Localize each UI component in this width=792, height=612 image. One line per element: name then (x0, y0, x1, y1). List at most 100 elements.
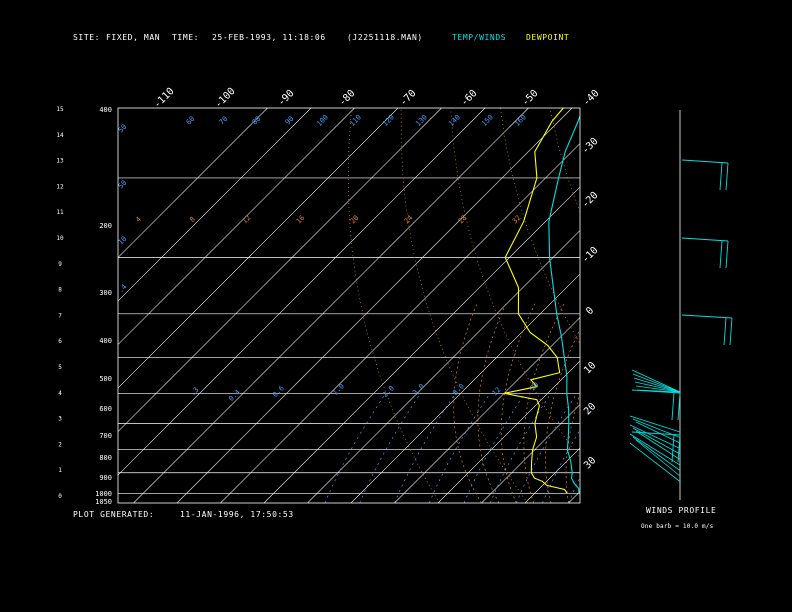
temperature-tick-label: -30 (580, 136, 601, 157)
isotherm-line (656, 108, 792, 503)
temperature-tick-label: -40 (581, 88, 602, 109)
dry-adiabat-line (600, 108, 792, 503)
temperature-tick-label: 0 (584, 305, 596, 317)
theta-label: 80 (251, 115, 263, 127)
theta-e-label: 12 (241, 214, 253, 226)
temperature-tick-label: -20 (580, 190, 601, 211)
mixing-ratio-label: .4 (117, 283, 129, 295)
temperature-tick-label: -10 (580, 245, 601, 266)
mixing-ratio-label: 12 (491, 386, 503, 398)
pressure-tick-label: 600 (99, 405, 112, 413)
dry-adiabat-line (549, 108, 580, 213)
plot-frame (117, 107, 581, 504)
pressure-tick-label: 900 (99, 474, 112, 482)
moist-adiabat-line (523, 303, 565, 503)
temperature-tick-label: -90 (276, 88, 297, 109)
mixing-ratio-line (489, 393, 552, 503)
temperature-tick-label: 20 (582, 401, 598, 417)
height-tick-label: 12 (56, 183, 64, 190)
mixing-ratio-label: 10 (117, 235, 129, 247)
theta-e-label: 16 (295, 214, 307, 226)
height-tick-label: 0 (58, 493, 62, 500)
pressure-tick-label: 400 (99, 337, 112, 345)
temperature-tick-label: -50 (520, 88, 541, 109)
wind-barb-staff (634, 381, 681, 393)
isotherm-line (481, 404, 580, 503)
dry-adiabat-line (699, 108, 792, 503)
theta-label: 100 (315, 113, 330, 128)
mixing-ratio-label: .3 (189, 386, 201, 398)
theta-e-label: 28 (457, 214, 469, 226)
wind-barb-flag (719, 162, 723, 191)
temperature-tick-label: -70 (398, 88, 419, 109)
moist-adiabat-line (545, 328, 580, 503)
theta-e-label: 8 (188, 215, 197, 224)
wind-barb-staff (635, 421, 681, 444)
plot-generated-label: PLOT GENERATED: (73, 510, 155, 519)
pressure-tick-label: 800 (99, 454, 112, 462)
isotherm-line (176, 108, 573, 503)
isotherm-line (133, 108, 529, 503)
wind-barb-staff (635, 439, 681, 477)
wind-barb-staff (629, 415, 681, 433)
wind-barb-flag (671, 392, 675, 421)
height-tick-label: 9 (58, 261, 62, 268)
height-tick-label: 13 (56, 158, 64, 165)
data-layer (504, 108, 580, 494)
time-label: TIME: (172, 33, 200, 42)
isotherm-line (394, 317, 580, 503)
wind-barb-staff (681, 314, 733, 319)
height-tick-label: 5 (58, 364, 62, 371)
isotherm-line (350, 273, 580, 503)
wind-barb-staff (635, 385, 681, 393)
isotherm-line (118, 108, 268, 258)
time-value: 25-FEB-1993, 11:18:06 (212, 33, 326, 42)
wind-barb-staff (629, 442, 681, 482)
wind-barb-flag (729, 317, 733, 346)
pressure-tick-label: 200 (99, 222, 112, 230)
theta-label: 150 (480, 113, 495, 128)
theta-label: 60 (185, 115, 197, 127)
temp-winds-legend: TEMP/WINDS (452, 33, 507, 42)
site-value: FIXED, MAN (106, 33, 161, 42)
theta-e-label: 32 (511, 214, 523, 226)
grid-layer (118, 108, 792, 503)
moist-adiabat-line (565, 393, 580, 503)
dry-adiabat-line (400, 108, 529, 503)
isotherm-line (263, 186, 580, 503)
temperature-tick-label: 30 (582, 455, 598, 471)
isotherm-line (612, 108, 792, 503)
temperature-profile-line (548, 114, 580, 494)
pressure-tick-label: 500 (99, 375, 112, 383)
height-tick-label: 10 (56, 235, 64, 242)
wind-barb-staff (632, 373, 681, 393)
pressure-tick-label: 1000 (95, 490, 112, 498)
mixing-ratio-line (359, 393, 421, 503)
theta-label: 50 (117, 123, 129, 135)
wind-barb-flag (677, 392, 681, 421)
dry-adiabat-line (450, 108, 580, 459)
isotherm-line (118, 108, 355, 345)
theta-label: 110 (348, 113, 363, 128)
wind-barb-flag (725, 162, 729, 191)
dewpoint-profile-line (504, 108, 568, 494)
temperature-tick-label: -60 (459, 88, 480, 109)
theta-e-label: 20 (349, 214, 361, 226)
wind-barb-flag (719, 240, 723, 269)
height-tick-label: 3 (58, 416, 62, 423)
height-tick-label: 4 (58, 390, 62, 397)
height-tick-label: 14 (56, 132, 64, 139)
moist-adiabat-line (621, 304, 710, 503)
theta-e-label: 24 (403, 214, 415, 226)
wind-barb-flag (723, 317, 727, 346)
wind-barb-staff (631, 369, 681, 393)
height-tick-label: 11 (56, 209, 64, 216)
moist-adiabat-line (673, 304, 792, 503)
mixing-ratio-label: 1.0 (331, 382, 346, 397)
wind-barb-staff (629, 433, 681, 466)
height-tick-label: 15 (56, 106, 64, 113)
wind-profile-panel (629, 110, 733, 500)
height-tick-label: 1 (58, 467, 62, 474)
theta-label: 120 (381, 113, 396, 128)
wind-barb-staff (633, 377, 681, 393)
